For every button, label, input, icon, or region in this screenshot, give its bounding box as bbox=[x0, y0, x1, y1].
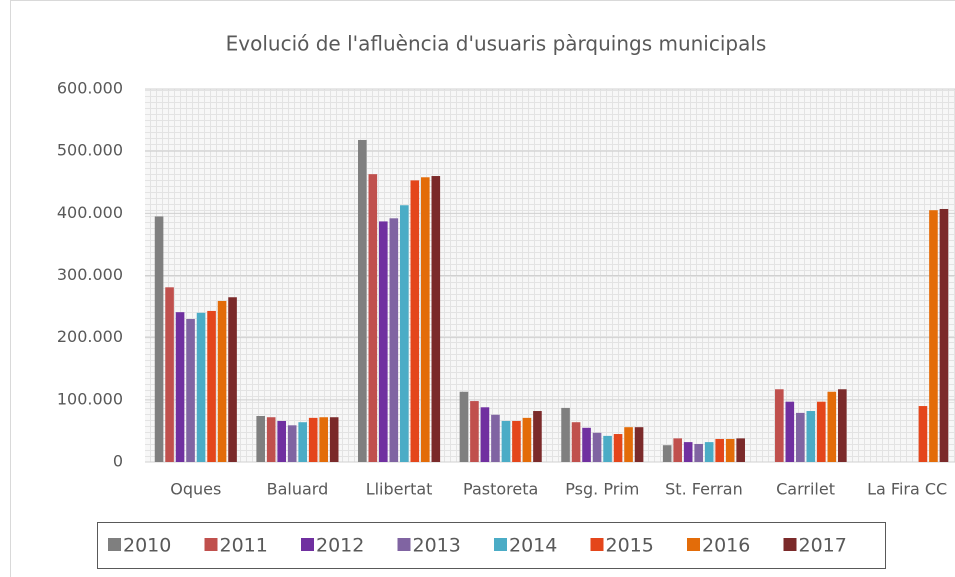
bar bbox=[533, 411, 542, 462]
bar bbox=[319, 417, 328, 462]
legend-swatch bbox=[397, 538, 411, 551]
bar bbox=[683, 442, 693, 462]
bar bbox=[308, 417, 318, 462]
bar bbox=[634, 427, 644, 462]
x-tick-label: La Fira CC bbox=[867, 480, 947, 499]
legend-label: 2010 bbox=[123, 535, 171, 557]
legend-label: 2017 bbox=[799, 535, 847, 557]
bar bbox=[522, 417, 532, 462]
bar bbox=[410, 180, 420, 462]
bar bbox=[266, 417, 276, 462]
bar bbox=[256, 415, 265, 462]
bar bbox=[929, 210, 938, 462]
bar bbox=[704, 442, 714, 462]
chart-frame bbox=[10, 0, 955, 577]
legend-label: 2012 bbox=[316, 535, 364, 557]
bar bbox=[287, 425, 297, 462]
x-tick-label: Oques bbox=[170, 480, 221, 499]
bar bbox=[624, 427, 633, 462]
y-tick-label: 100.000 bbox=[57, 389, 123, 408]
bar bbox=[431, 176, 441, 463]
bar bbox=[613, 434, 623, 462]
bar bbox=[421, 177, 430, 462]
bar bbox=[827, 391, 837, 462]
bar bbox=[725, 438, 735, 462]
y-tick-label: 0 bbox=[113, 452, 123, 471]
bar bbox=[459, 391, 469, 462]
bar bbox=[196, 312, 206, 462]
legend-box bbox=[97, 522, 886, 569]
bar bbox=[400, 205, 409, 463]
bar bbox=[217, 300, 227, 462]
bar bbox=[775, 389, 784, 462]
bar bbox=[228, 297, 237, 462]
x-tick-label: Baluard bbox=[267, 480, 329, 499]
bar bbox=[603, 435, 612, 462]
legend-label: 2013 bbox=[413, 535, 461, 557]
bar bbox=[817, 401, 826, 462]
legend-swatch bbox=[301, 538, 314, 551]
y-tick-label: 600.000 bbox=[57, 79, 123, 98]
bar bbox=[165, 287, 174, 462]
y-tick-label: 500.000 bbox=[57, 141, 123, 160]
bar bbox=[501, 420, 511, 462]
legend-swatch bbox=[783, 538, 797, 551]
legend-label: 2011 bbox=[220, 535, 268, 557]
bar bbox=[736, 438, 745, 462]
legend-swatch bbox=[590, 538, 604, 551]
chart-title: Evolució de l'afluència d'usuaris pàrqui… bbox=[226, 32, 767, 56]
bar bbox=[592, 432, 602, 462]
legend-label: 2014 bbox=[509, 535, 557, 557]
bar bbox=[298, 422, 307, 462]
bar bbox=[561, 407, 570, 462]
bar bbox=[939, 208, 949, 462]
legend-label: 2015 bbox=[606, 535, 654, 557]
bar bbox=[207, 310, 216, 462]
legend-swatch bbox=[108, 538, 121, 551]
bar bbox=[175, 312, 185, 462]
bar bbox=[186, 319, 195, 462]
x-tick-label: Carrilet bbox=[776, 480, 835, 499]
bar bbox=[785, 401, 795, 462]
legend-swatch bbox=[494, 538, 507, 551]
bar bbox=[512, 420, 521, 462]
legend-swatch bbox=[687, 538, 700, 551]
bar bbox=[582, 427, 591, 462]
bar bbox=[715, 438, 724, 462]
y-tick-label: 400.000 bbox=[57, 203, 123, 222]
bar bbox=[389, 218, 399, 462]
bar bbox=[480, 407, 490, 462]
bar bbox=[673, 438, 682, 462]
x-tick-label: St. Ferran bbox=[665, 480, 743, 499]
bar bbox=[662, 445, 672, 462]
bar bbox=[154, 216, 164, 462]
bar bbox=[368, 174, 378, 462]
bar bbox=[918, 406, 928, 462]
x-tick-label: Psg. Prim bbox=[565, 480, 639, 499]
bar bbox=[277, 420, 286, 462]
bar bbox=[358, 139, 367, 462]
bar bbox=[379, 221, 388, 462]
legend-label: 2016 bbox=[702, 535, 750, 557]
x-tick-label: Llibertat bbox=[366, 480, 433, 499]
y-tick-label: 200.000 bbox=[57, 327, 123, 346]
bar bbox=[806, 411, 816, 462]
bar bbox=[491, 414, 500, 462]
bar bbox=[694, 443, 703, 462]
legend-swatch bbox=[204, 538, 218, 551]
bar bbox=[796, 412, 805, 462]
bar bbox=[571, 422, 581, 462]
bar bbox=[470, 401, 479, 462]
x-tick-label: Pastoreta bbox=[463, 480, 538, 499]
y-tick-label: 300.000 bbox=[57, 265, 123, 284]
bar bbox=[838, 389, 847, 462]
bar bbox=[329, 417, 339, 462]
